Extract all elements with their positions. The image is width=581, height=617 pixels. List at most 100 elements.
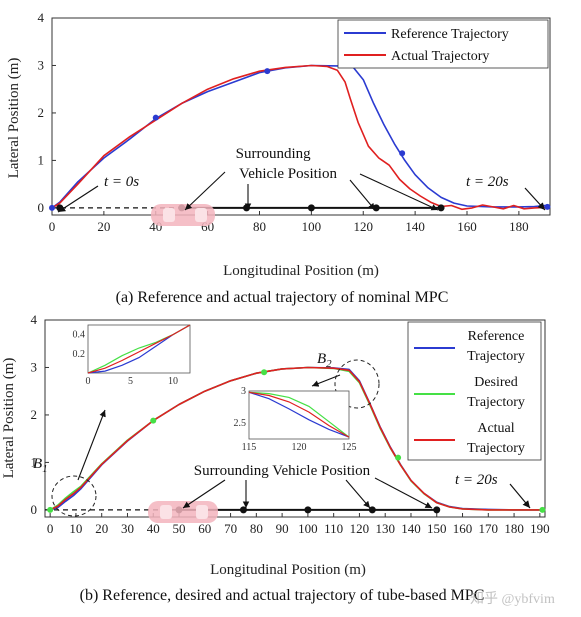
x-tick-label: 90 [276,521,289,536]
vehicle-position-point [239,506,247,514]
x-tick-label: 50 [173,521,186,536]
series-line-2 [49,366,540,511]
b2-label: B2 [317,351,332,370]
inset-x-tick-label: 125 [342,442,357,453]
x-tick-label: 40 [147,521,160,536]
t-end-label-b: t = 20s [455,472,498,488]
a-caption: (a) Reference and actual trajectory of n… [116,289,449,306]
legend-b: Reference Trajectory Desired Trajectory Ac… [407,321,542,461]
inset-y-tick-label: 3 [241,386,246,397]
surrounding-label-b: Surrounding Vehicle Position [194,463,371,479]
x-tick-label: 0 [49,219,56,234]
surrounding-arrows-a [184,171,439,211]
trajectory-point [261,369,268,376]
y-tick-label: 4 [38,10,45,25]
legend-b-des: Desired Trajectory [467,375,525,410]
trajectory-point [152,114,159,121]
x-tick-label: 30 [121,521,134,536]
vehicle-position-point [368,506,376,514]
inset-b2-line-2 [248,391,350,438]
vehicle-position-point [304,506,312,514]
x-tick-label: 110 [324,521,343,536]
vehicle-icon-b [148,501,218,523]
x-tick-label: 130 [375,521,395,536]
x-tick-label: 100 [298,521,318,536]
y-tick-label: 0 [31,502,38,517]
trajectory-point [264,68,271,75]
x-tick-label: 100 [302,219,322,234]
y-tick-label: 4 [31,312,38,327]
x-tick-label: 70 [224,521,237,536]
surrounding-arrows-b [182,477,433,509]
series-line-1 [51,64,545,211]
trajectory-point [150,417,157,424]
inset-y-tick-label: 0.4 [73,330,86,341]
b1-inset-arrow [77,409,106,481]
x-tick-label: 160 [453,521,473,536]
inset-b2: 115 120 125 2.5 3 [234,386,357,453]
y-tick-label: 1 [31,454,38,469]
x-tick-label: 0 [47,521,54,536]
x-tick-label: 180 [509,219,529,234]
y-tick-label: 2 [38,105,45,120]
t-start-label: t = 0s [104,174,139,190]
x-tick-label: 180 [504,521,524,536]
x-tick-label: 80 [250,521,263,536]
vehicle-position-point [243,204,251,212]
inset-b2-line-1 [248,391,350,438]
legend-a-act: Actual Trajectory [391,49,489,64]
legend-b-act: Actual Trajectory [467,421,525,456]
x-tick-label: 190 [530,521,550,536]
chart-b: 0 10 20 30 40 50 60 70 80 90 100 110 120 130 140 150 160… [1,312,550,604]
trajectory-point [399,150,406,157]
inset-x-tick-label: 10 [168,376,178,387]
x-tick-label: 60 [198,521,211,536]
b1-ellipse [51,475,97,517]
x-tick-label: 10 [69,521,82,536]
inset-x-tick-label: 120 [292,442,307,453]
x-tick-label: 20 [97,219,110,234]
x-tick-label: 140 [401,521,421,536]
inset-b2-line-0 [248,391,350,438]
watermark: 知乎 @ybfvim [470,590,555,607]
legend-b-ref: Reference Trajectory [467,329,525,364]
legend-a-ref: Reference Trajectory [391,27,509,42]
x-tick-label: 170 [479,521,499,536]
legend-a: Reference Trajectory Actual Trajectory [337,19,549,69]
y-tick-label: 1 [38,152,45,167]
t-end-label: t = 20s [466,174,509,190]
t-end-arrow-b [509,483,531,509]
inset-x-tick-label: 0 [86,376,91,387]
b-xlabel: Longitudinal Position (m) [210,562,366,578]
b2-ellipse [334,359,380,409]
surrounding-label-a: Surrounding Vehicle Position [236,146,338,182]
b2-inset-arrow [311,374,341,387]
y-tick-label: 0 [38,200,45,215]
y-tick-label: 3 [38,57,45,72]
inset-b1: 0 5 10 0.2 0.4 [73,324,191,387]
x-tick-label: 120 [350,521,370,536]
x-tick-label: 150 [427,521,447,536]
b1-label: B1 [33,456,48,475]
a-ylabel: Lateral Position (m) [6,58,22,179]
inset-x-tick-label: 5 [128,376,133,387]
vehicle-position-point [307,204,315,212]
b-caption: (b) Reference, desired and actual trajec… [80,587,485,604]
inset-y-tick-label: 2.5 [234,418,247,429]
y-tick-label: 2 [31,407,38,422]
x-tick-label: 80 [253,219,266,234]
trajectory-point [395,454,402,461]
x-tick-label: 120 [354,219,374,234]
vehicle-position-point [433,506,441,514]
t-start-arrow [57,185,99,213]
inset-b1-line-2 [87,324,191,374]
trajectory-point [539,506,546,513]
trajectory-point [544,203,551,210]
trajectory-point [47,506,54,513]
x-tick-label: 160 [457,219,477,234]
vehicle-position-point [437,204,445,212]
x-tick-label: 20 [95,521,108,536]
inset-y-tick-label: 0.2 [73,349,86,360]
